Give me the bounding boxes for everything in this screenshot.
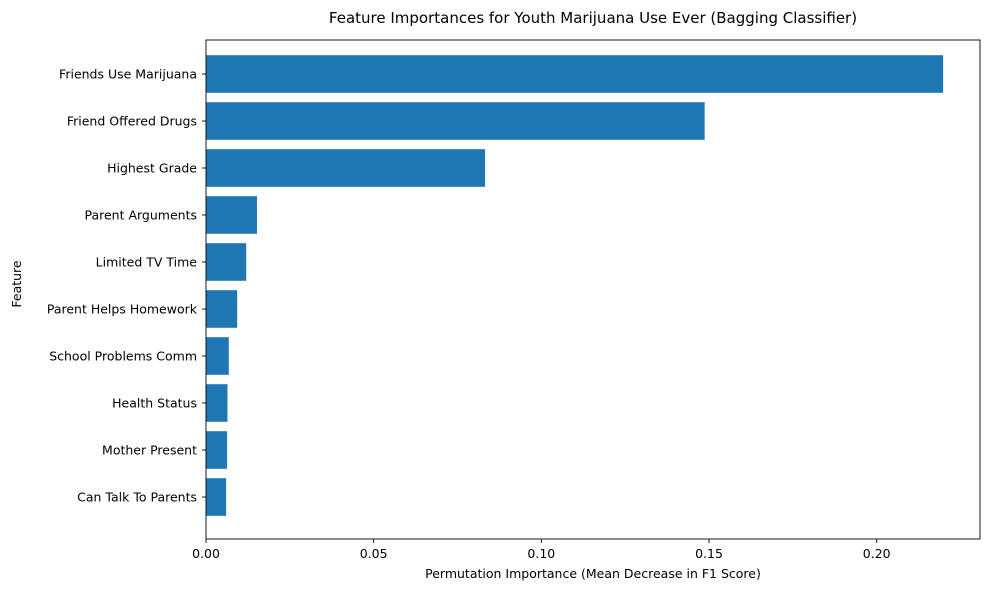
y-tick-label: Friend Offered Drugs [67, 114, 197, 129]
bar-parent-helps-homework [206, 290, 238, 328]
y-axis-ticks: Friends Use Marijuana Friend Offered Drug… [47, 67, 206, 505]
y-axis-label: Feature [9, 260, 24, 308]
bar-friends-use-marijuana [206, 55, 944, 93]
bar-can-talk-to-parents [206, 478, 227, 516]
y-tick-label: Mother Present [102, 443, 197, 458]
y-tick-label: Can Talk To Parents [77, 490, 197, 505]
y-tick-label: Limited TV Time [96, 255, 198, 270]
bar-limited-tv-time [206, 243, 247, 281]
bar-health-status [206, 384, 228, 422]
y-tick-label: School Problems Comm [49, 349, 197, 364]
y-tick-label: Friends Use Marijuana [59, 67, 197, 82]
x-tick-label: 0.00 [192, 546, 220, 561]
x-tick-label: 0.05 [360, 546, 388, 561]
y-tick-label: Health Status [112, 396, 197, 411]
bars-group [206, 55, 944, 516]
chart-title: Feature Importances for Youth Marijuana … [329, 9, 857, 27]
y-tick-label: Parent Arguments [84, 208, 197, 223]
x-tick-label: 0.10 [527, 546, 555, 561]
y-tick-label: Parent Helps Homework [47, 302, 198, 317]
bar-mother-present [206, 431, 228, 469]
x-tick-label: 0.15 [695, 546, 723, 561]
bar-parent-arguments [206, 196, 257, 234]
bar-friend-offered-drugs [206, 102, 705, 140]
x-axis-ticks: 0.00 0.05 0.10 0.15 0.20 [192, 539, 891, 561]
bar-highest-grade [206, 149, 486, 187]
y-tick-label: Highest Grade [107, 161, 197, 176]
plot-frame [205, 39, 981, 540]
x-tick-label: 0.20 [863, 546, 891, 561]
bar-school-problems-comm [206, 337, 229, 375]
x-axis-label: Permutation Importance (Mean Decrease in… [425, 566, 761, 581]
